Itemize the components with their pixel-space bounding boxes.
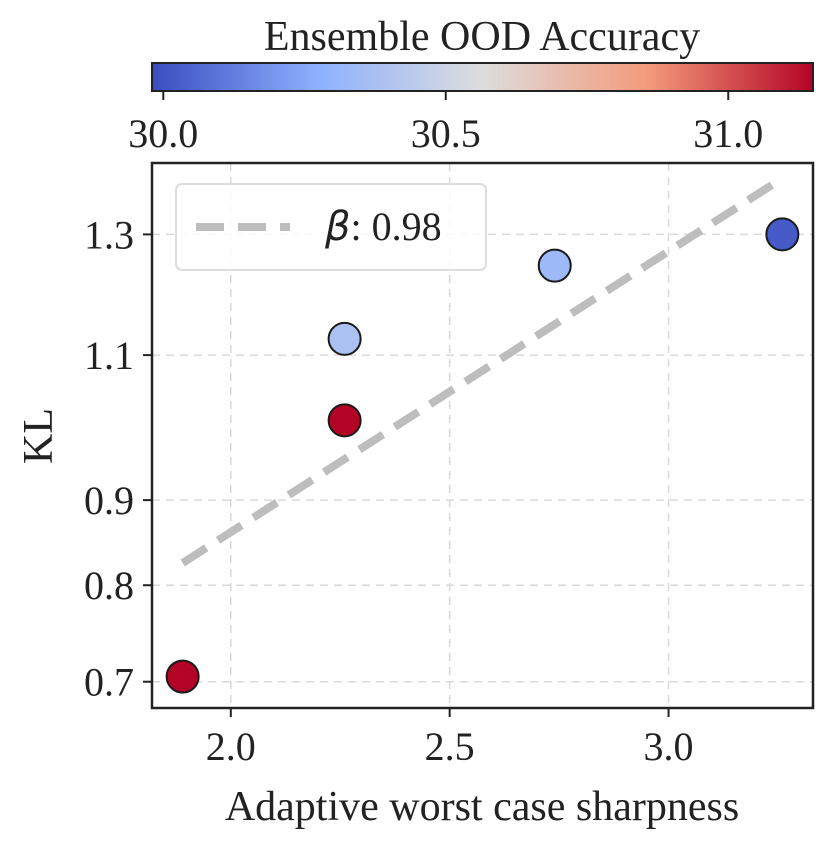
data-point [537, 248, 572, 283]
legend-beta-value: : 0.98 [351, 204, 442, 249]
fit-line-layer [180, 174, 785, 567]
y-tick-label: 0.8 [84, 563, 134, 608]
plot-frame [150, 161, 815, 710]
x-tick-label: 3.0 [644, 724, 694, 769]
legend: β: 0.98 [175, 183, 487, 271]
y-tick-label: 1.3 [84, 212, 134, 257]
colorbar-ticks: 30.0 30.5 31.0 [128, 91, 763, 156]
data-point [327, 403, 362, 438]
x-tick-label: 2.5 [425, 724, 475, 769]
y-tick-label: 0.7 [84, 660, 134, 705]
legend-box [175, 183, 487, 271]
data-point [765, 217, 800, 252]
x-tick-label: 2.0 [206, 724, 256, 769]
data-point [165, 659, 200, 694]
x-axis-ticks: 2.0 2.5 3.0 [206, 708, 694, 769]
colorbar [151, 62, 814, 92]
data-points [165, 217, 800, 694]
colorbar-tick-label: 31.0 [693, 111, 763, 156]
colorbar-title: Ensemble OOD Accuracy [264, 14, 700, 60]
colorbar-tick-label: 30.5 [411, 111, 481, 156]
fit-line [180, 174, 785, 567]
colorbar-tick-label: 30.0 [128, 111, 198, 156]
legend-beta-symbol: β [324, 204, 351, 250]
y-tick-label: 0.9 [84, 478, 134, 523]
y-tick-label: 1.1 [84, 333, 134, 378]
data-point [327, 321, 362, 356]
y-axis-ticks: 0.7 0.8 0.9 1.1 1.3 [84, 212, 152, 705]
legend-label: β: 0.98 [324, 204, 442, 250]
x-axis-title: Adaptive worst case sharpness [225, 784, 739, 830]
y-axis-title: KL [16, 408, 62, 464]
